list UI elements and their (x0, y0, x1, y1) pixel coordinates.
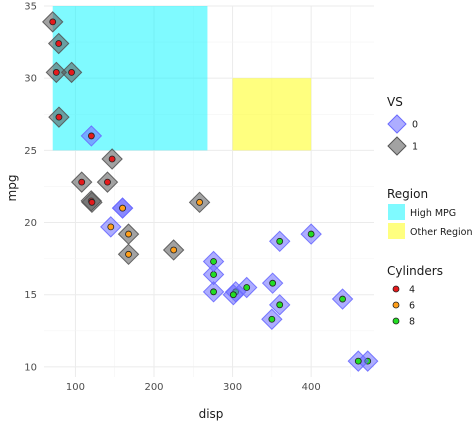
legend-cyl-key (392, 285, 400, 293)
point-circle (170, 246, 178, 254)
point-circle (68, 69, 75, 76)
y-axis-title: mpg (5, 175, 19, 202)
point-circle (276, 301, 284, 309)
y-tick-label: 20 (24, 218, 37, 229)
point-circle (119, 204, 126, 212)
legend-region-title: Region (387, 187, 428, 201)
legend-cyl-key (392, 301, 400, 309)
legend-region-key (388, 223, 405, 239)
point-circle (210, 288, 217, 296)
point-circle (125, 230, 132, 238)
region-other-region (232, 78, 312, 151)
point-circle (55, 113, 63, 121)
regions (52, 6, 312, 151)
legend-vs-key (387, 114, 407, 134)
point-circle (269, 279, 277, 287)
point-circle (55, 40, 63, 47)
legend-vs-key (387, 136, 407, 156)
point-circle (125, 250, 132, 258)
legend-cyl-label: 8 (409, 317, 415, 328)
y-tick-label: 10 (24, 362, 37, 373)
point-circle (87, 132, 95, 140)
legend-cyl-label: 4 (409, 285, 415, 296)
point-circle (196, 198, 203, 206)
legend-region-label: High MPG (410, 208, 456, 219)
y-tick-label: 25 (24, 146, 37, 157)
x-axis-title: disp (199, 407, 224, 421)
legend-cylinders: Cylinders 4 6 8 (387, 264, 443, 328)
point-circle (339, 295, 346, 303)
y-axis-ticks: 10 15 20 25 30 35 (24, 2, 37, 374)
x-tick-label: 200 (144, 382, 163, 393)
legend-region: Region High MPG Other Region (387, 187, 473, 239)
point-circle (52, 69, 60, 76)
point-circle (210, 271, 217, 278)
point-circle (268, 315, 276, 323)
legend-vs-label: 1 (412, 142, 418, 153)
point-circle (210, 258, 217, 265)
y-tick-label: 15 (24, 290, 37, 301)
legend-cyl-label: 6 (409, 301, 415, 312)
x-axis-ticks: 100 200 300 400 (66, 382, 321, 393)
y-tick-label: 35 (24, 2, 37, 13)
point-circle (276, 237, 284, 245)
point-circle (104, 178, 111, 186)
y-tick-label: 30 (24, 74, 37, 85)
legend-vs: VS 0 1 (387, 95, 418, 156)
point-circle (108, 155, 116, 163)
legend-cylinders-title: Cylinders (387, 264, 443, 278)
legend-region-key (388, 204, 405, 220)
point-circle (229, 291, 237, 299)
point-circle (354, 357, 362, 365)
x-tick-label: 300 (223, 382, 242, 393)
x-tick-label: 400 (302, 382, 321, 393)
legend-cyl-key (392, 317, 400, 325)
x-tick-label: 100 (66, 382, 85, 393)
legend-region-label: Other Region (410, 227, 473, 238)
point-circle (243, 284, 251, 291)
legend-vs-title: VS (387, 95, 403, 109)
legend-vs-label: 0 (412, 120, 418, 131)
point-circle (88, 198, 96, 206)
point-circle (78, 178, 86, 186)
point-circle (307, 230, 315, 238)
point-circle (49, 18, 57, 26)
point-circle (107, 223, 115, 231)
region-high-mpg (52, 6, 208, 151)
points (42, 11, 379, 372)
